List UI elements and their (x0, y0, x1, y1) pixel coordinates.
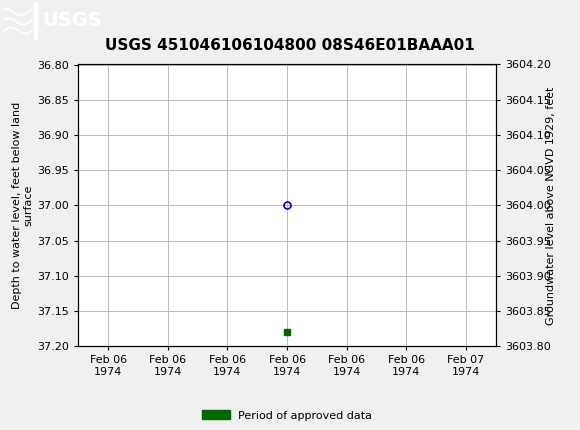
Y-axis label: Groundwater level above NGVD 1929, feet: Groundwater level above NGVD 1929, feet (546, 86, 556, 325)
Y-axis label: Depth to water level, feet below land
surface: Depth to water level, feet below land su… (12, 102, 33, 309)
Text: USGS 451046106104800 08S46E01BAAA01: USGS 451046106104800 08S46E01BAAA01 (105, 38, 475, 52)
Legend: Period of approved data: Period of approved data (197, 406, 377, 425)
Bar (34, 2, 37, 39)
Text: USGS: USGS (42, 11, 102, 30)
